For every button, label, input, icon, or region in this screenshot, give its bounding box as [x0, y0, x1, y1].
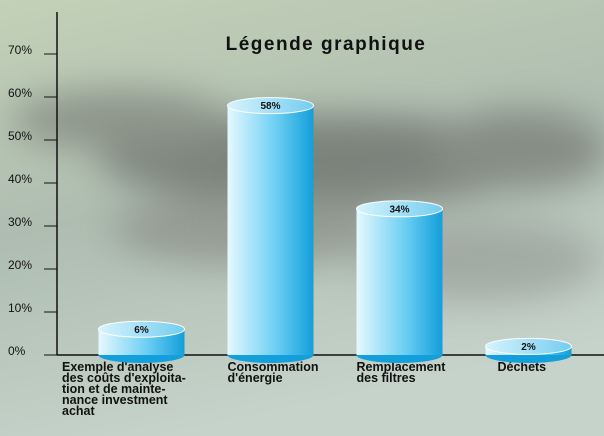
cylinder: 34%: [357, 201, 443, 363]
cylinder: 58%: [228, 98, 314, 363]
y-tick-label: 10%: [8, 301, 32, 315]
value-label: 58%: [260, 101, 280, 112]
value-label: 6%: [134, 325, 149, 336]
y-tick-label: 60%: [8, 86, 32, 100]
value-label: 34%: [389, 204, 409, 215]
chart: Légende graphique 0% 10% 20% 30% 40% 50% 60% 70…: [0, 0, 604, 436]
y-tick-label: 20%: [8, 258, 32, 272]
bar: [357, 209, 443, 355]
bar: [228, 106, 314, 355]
value-label: 2%: [521, 342, 536, 353]
y-tick-label: 40%: [8, 172, 32, 186]
chart-title: Légende graphique: [226, 34, 427, 55]
y-tick-label: 50%: [8, 129, 32, 143]
page: Légende graphique 0% 10% 20% 30% 40% 50% 60% 70…: [0, 0, 604, 436]
cylinder: 6%: [99, 321, 185, 363]
y-tick-label: 30%: [8, 215, 32, 229]
y-tick-label: 70%: [8, 43, 32, 57]
cylinder: 2%: [486, 338, 572, 363]
y-tick-label: 0%: [8, 344, 26, 358]
